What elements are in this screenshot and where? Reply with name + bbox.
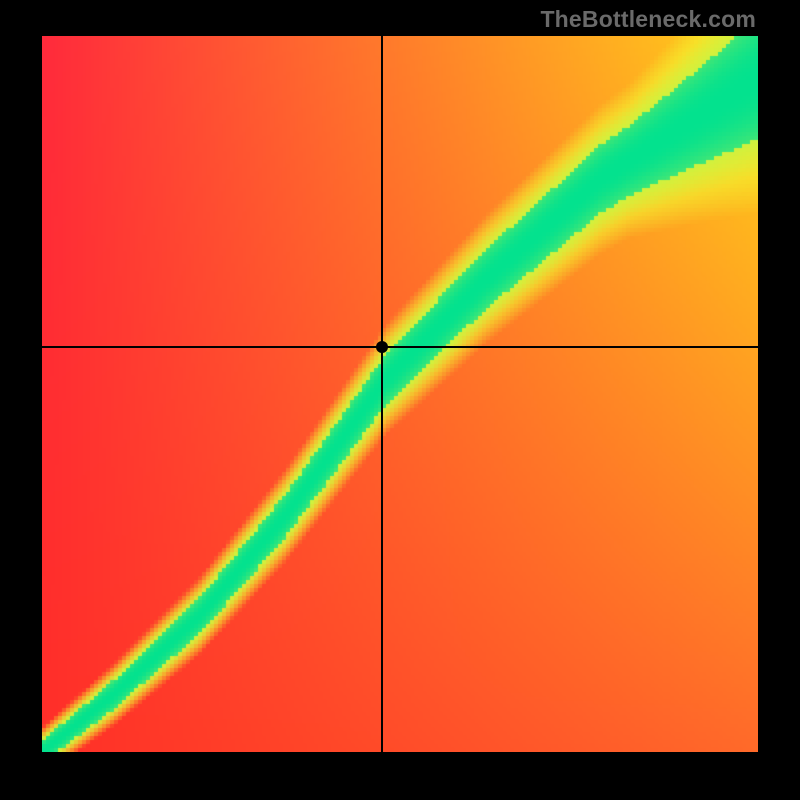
- crosshair-marker: [376, 341, 388, 353]
- crosshair-vertical: [381, 36, 383, 752]
- crosshair-horizontal: [42, 346, 758, 348]
- heatmap-canvas: [42, 36, 758, 752]
- plot-area: [42, 36, 758, 752]
- attribution-text: TheBottleneck.com: [540, 6, 756, 33]
- chart-container: TheBottleneck.com: [0, 0, 800, 800]
